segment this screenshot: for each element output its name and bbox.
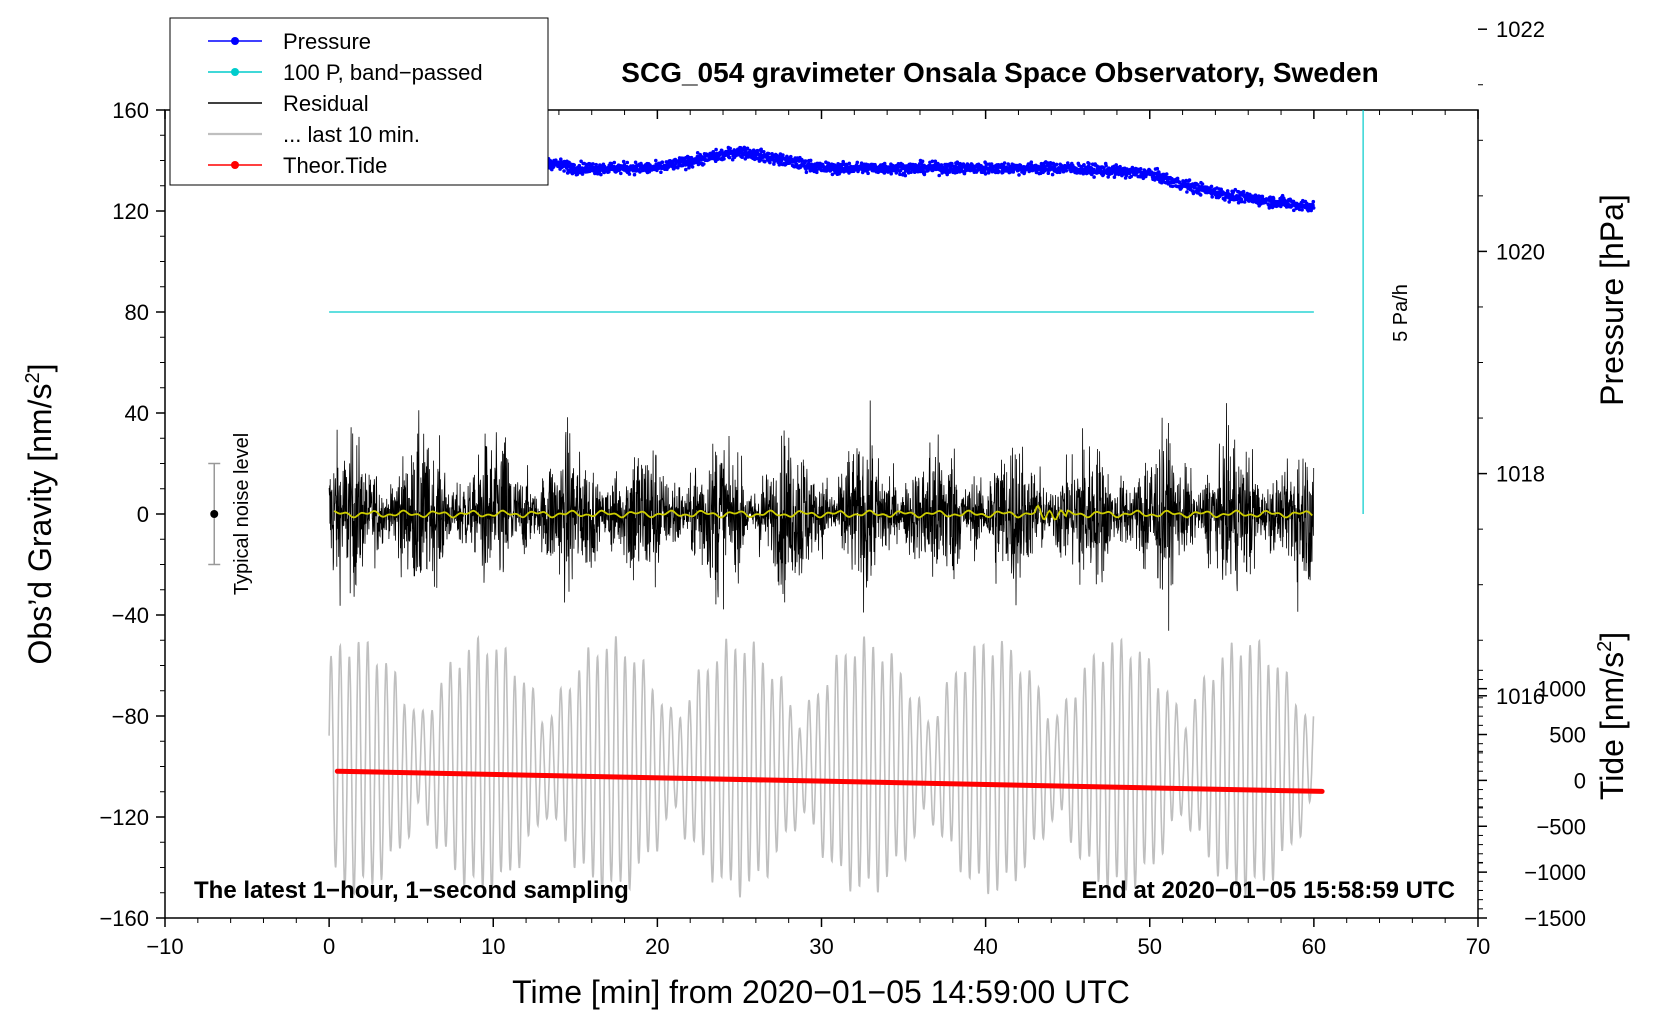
x-tick-label: 60 bbox=[1302, 934, 1326, 959]
x-axis-ticks: −10 0 10 20 30 40 50 60 70 bbox=[146, 110, 1490, 959]
y-tick-label: −160 bbox=[99, 906, 149, 931]
residual-smoothed-series bbox=[333, 504, 1313, 521]
x-tick-label: 20 bbox=[645, 934, 669, 959]
y-axis-label-pressure: Pressure [hPa] bbox=[1594, 194, 1630, 406]
last-10-min-line bbox=[328, 635, 1315, 899]
pressure-tick-label: 1020 bbox=[1496, 239, 1545, 264]
legend: Pressure 100 P, band−passed Residual ... la… bbox=[169, 17, 549, 186]
y-tick-label: 160 bbox=[112, 98, 149, 123]
legend-label: ... last 10 min. bbox=[283, 122, 420, 147]
tide-tick-label: −1500 bbox=[1524, 906, 1586, 931]
legend-marker bbox=[231, 161, 239, 169]
y-axis-label-tide: Tide [nm/s2] bbox=[1594, 632, 1630, 800]
x-tick-label: 50 bbox=[1138, 934, 1162, 959]
noise-level-label: Typical noise level bbox=[231, 433, 253, 595]
legend-label: Theor.Tide bbox=[283, 153, 387, 178]
y-tick-label: −120 bbox=[99, 805, 149, 830]
residual-line bbox=[328, 400, 1315, 631]
pressure-axis-ticks: 1022 1020 1018 1016 bbox=[1478, 17, 1545, 863]
legend-label: 100 P, band−passed bbox=[283, 60, 483, 85]
x-tick-label: 40 bbox=[973, 934, 997, 959]
legend-label: Pressure bbox=[283, 29, 371, 54]
chart-title: SCG_054 gravimeter Onsala Space Observat… bbox=[621, 57, 1378, 88]
pressure-tick-label: 1022 bbox=[1496, 17, 1545, 42]
y-tick-label: 80 bbox=[125, 300, 149, 325]
tide-tick-label: −500 bbox=[1536, 814, 1586, 839]
pressure-tick-label: 1016 bbox=[1496, 684, 1545, 709]
y-tick-label: 120 bbox=[112, 199, 149, 224]
legend-marker bbox=[231, 37, 239, 45]
y-axis-label-gravity: Obs’d Gravity [nm/s2] bbox=[22, 364, 58, 665]
tide-tick-label: −1000 bbox=[1524, 860, 1586, 885]
y-tick-label: 0 bbox=[137, 502, 149, 527]
theoretical-tide-series bbox=[334, 768, 1325, 794]
x-tick-label: 10 bbox=[481, 934, 505, 959]
noise-level-indicator bbox=[208, 462, 221, 566]
x-tick-label: 70 bbox=[1466, 934, 1490, 959]
tide-tick-label: 0 bbox=[1574, 768, 1586, 793]
noise-center-dot bbox=[210, 510, 219, 518]
legend-marker bbox=[231, 68, 239, 76]
legend-box bbox=[169, 17, 549, 186]
period-marker-label: 5 Pa/h bbox=[1390, 284, 1412, 342]
x-axis-label: Time [min] from 2020−01−05 14:59:00 UTC bbox=[512, 974, 1130, 1010]
y-tick-label: −80 bbox=[112, 704, 149, 729]
x-tick-label: 30 bbox=[809, 934, 833, 959]
y-tick-label: 40 bbox=[125, 401, 149, 426]
annotation-sampling: The latest 1−hour, 1−second sampling bbox=[194, 877, 629, 904]
tide-tick-label: 500 bbox=[1549, 723, 1586, 748]
pressure-tick-label: 1018 bbox=[1496, 462, 1545, 487]
annotation-end-time: End at 2020−01−05 15:58:59 UTC bbox=[1081, 877, 1455, 904]
last-10-min-series bbox=[328, 635, 1315, 899]
legend-label: Residual bbox=[283, 91, 369, 116]
tide-tick-label: 1000 bbox=[1537, 677, 1586, 702]
x-tick-label: −10 bbox=[146, 934, 183, 959]
y-axis-ticks: 160 120 80 40 0 −40 −80 −120 −160 bbox=[99, 98, 165, 931]
residual-smoothed-line bbox=[333, 504, 1313, 521]
residual-series bbox=[328, 400, 1315, 631]
x-tick-label: 0 bbox=[323, 934, 335, 959]
tide-line bbox=[334, 768, 1325, 794]
y-tick-label: −40 bbox=[112, 603, 149, 628]
tide-axis-ticks: 1000 500 0 −500 −1000 −1500 bbox=[1478, 669, 1586, 931]
